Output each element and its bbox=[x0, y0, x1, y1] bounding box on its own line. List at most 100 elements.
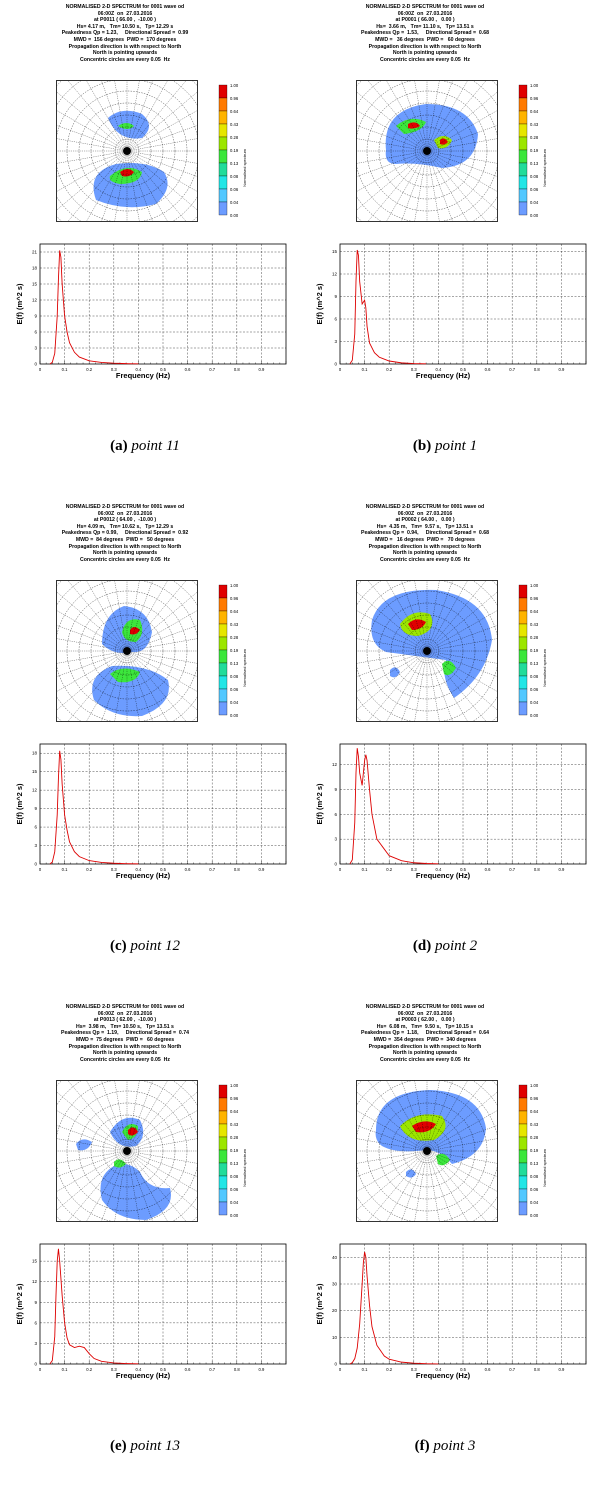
direction-spoke bbox=[56, 150, 128, 211]
colorbar-swatch bbox=[518, 649, 528, 664]
y-tick-label: 0 bbox=[34, 862, 37, 867]
x-tick-label: 0.3 bbox=[111, 1367, 117, 1372]
x-tick-label: 0.7 bbox=[209, 867, 215, 872]
x-tick-label: 0.5 bbox=[460, 1367, 466, 1372]
header-line: Hs= 3.66 m, Tm= 11.10 s, Tp= 13.51 s bbox=[376, 23, 474, 30]
polar-center bbox=[423, 647, 431, 655]
colorbar-level: 0.06 bbox=[530, 187, 539, 192]
colorbar-level: 0.13 bbox=[230, 661, 239, 666]
colorbar-swatch bbox=[518, 636, 528, 651]
x-tick-label: 0.6 bbox=[185, 1367, 191, 1372]
x-tick-label: 0.1 bbox=[62, 367, 68, 372]
colorbar-level: 1.00 bbox=[530, 584, 539, 588]
colorbar-level: 1.00 bbox=[230, 584, 239, 588]
direction-spoke bbox=[126, 1110, 198, 1152]
direction-spoke bbox=[426, 1125, 498, 1152]
header-line: NORMALISED 2-D SPECTRUM for 0001 wave od bbox=[365, 504, 485, 510]
direction-spoke bbox=[56, 1150, 128, 1164]
direction-spoke bbox=[126, 650, 168, 722]
direction-spoke bbox=[67, 1080, 128, 1152]
colorbar-level: 0.96 bbox=[230, 596, 239, 601]
direction-spoke bbox=[401, 150, 428, 222]
y-tick-label: 0 bbox=[334, 862, 337, 867]
x-tick-label: 0.8 bbox=[234, 1367, 240, 1372]
frequency-circle bbox=[102, 1126, 152, 1176]
direction-spoke bbox=[56, 1125, 128, 1152]
frequency-circle bbox=[378, 1102, 476, 1200]
polar-grid bbox=[356, 1080, 498, 1222]
direction-spoke bbox=[126, 80, 140, 152]
y-tick-label: 30 bbox=[332, 1282, 338, 1287]
colorbar-swatch bbox=[518, 610, 528, 625]
direction-spoke bbox=[426, 1080, 453, 1152]
direction-spoke bbox=[56, 150, 128, 177]
colorbar-swatch bbox=[218, 1201, 228, 1216]
direction-spoke bbox=[126, 650, 153, 722]
colorbar-swatch bbox=[218, 662, 228, 677]
y-tick-label: 3 bbox=[334, 837, 337, 842]
polar-spectrum bbox=[356, 580, 498, 722]
colorbar-level: 0.04 bbox=[530, 700, 539, 705]
colorbar-swatch bbox=[518, 136, 528, 151]
x-tick-label: 0.9 bbox=[258, 867, 264, 872]
direction-spoke bbox=[126, 1150, 153, 1222]
header-line: Hs= 6.08 m, Tm= 9.50 s, Tp= 10.15 s bbox=[376, 1023, 474, 1030]
colorbar-swatch bbox=[218, 123, 228, 138]
x-tick-label: 0 bbox=[39, 1367, 42, 1372]
y-tick-label: 12 bbox=[32, 298, 38, 303]
spectrum-contour bbox=[93, 163, 168, 208]
header-line: Propagation direction is with respect to… bbox=[68, 543, 182, 550]
y-tick-label: 15 bbox=[32, 1259, 38, 1264]
spectrum-contour bbox=[406, 1169, 416, 1178]
spectrum-contour bbox=[118, 123, 134, 129]
direction-spoke bbox=[367, 1150, 428, 1222]
direction-spoke bbox=[114, 1080, 128, 1152]
colorbar-swatch bbox=[218, 623, 228, 638]
panel-3: NORMALISED 2-D SPECTRUM for 0001 wave od… bbox=[0, 500, 290, 990]
y-tick-label: 40 bbox=[332, 1255, 338, 1260]
y-axis-label: E(f) (m^2 s) bbox=[315, 283, 324, 325]
colorbar-swatch bbox=[218, 1162, 228, 1177]
x-tick-label: 0.8 bbox=[234, 867, 240, 872]
header-line: at P0013 ( 62.00 , -10.00 ) bbox=[93, 1017, 157, 1024]
header-line: Hs= 4.35 m, Tm= 9.57 s, Tp= 13.51 s bbox=[376, 523, 474, 530]
direction-spoke bbox=[356, 1150, 428, 1192]
spectrum-line bbox=[349, 748, 439, 865]
direction-spoke bbox=[426, 650, 468, 722]
colorbar-level: 0.08 bbox=[230, 1174, 239, 1179]
direction-spoke bbox=[67, 580, 128, 652]
direction-spoke bbox=[126, 591, 198, 652]
header-line: Peakedness Qp = 1.53, Directional Spread… bbox=[360, 30, 490, 37]
header-line: 06:00Z on 27.03.2016 bbox=[97, 1010, 153, 1017]
colorbar-swatch bbox=[518, 675, 528, 690]
polar-grid bbox=[56, 580, 198, 722]
direction-spoke bbox=[401, 1150, 428, 1222]
header-line: North is pointing upwards bbox=[392, 550, 458, 557]
direction-spoke bbox=[126, 650, 198, 711]
direction-spoke bbox=[401, 580, 428, 652]
frequency-circle bbox=[378, 602, 476, 700]
direction-spoke bbox=[126, 580, 153, 652]
colorbar-level: 0.13 bbox=[530, 161, 539, 166]
spectrum-header: NORMALISED 2-D SPECTRUM for 0001 wave od… bbox=[300, 504, 550, 563]
direction-spoke bbox=[356, 650, 428, 664]
y-tick-label: 9 bbox=[334, 294, 337, 299]
colorbar-swatch bbox=[218, 188, 228, 203]
colorbar-swatch bbox=[218, 175, 228, 190]
colorbar-swatch bbox=[218, 1188, 228, 1203]
colorbar-level: 0.28 bbox=[530, 635, 539, 640]
direction-spoke bbox=[426, 650, 498, 677]
direction-spoke bbox=[356, 1138, 428, 1152]
colorbar-swatch bbox=[518, 1084, 528, 1099]
panel-caption: (e) point 13 bbox=[0, 1438, 290, 1455]
colorbar-level: 0.13 bbox=[230, 1161, 239, 1166]
y-tick-label: 9 bbox=[34, 1300, 37, 1305]
x-tick-label: 0.2 bbox=[386, 367, 392, 372]
panel-6: NORMALISED 2-D SPECTRUM for 0001 wave od… bbox=[300, 1000, 590, 1490]
direction-spoke bbox=[126, 650, 198, 677]
colorbar-swatch bbox=[218, 1084, 228, 1099]
direction-spoke bbox=[114, 80, 128, 152]
x-axis-label: Frequency (Hz) bbox=[416, 871, 471, 880]
direction-spoke bbox=[426, 1080, 487, 1152]
x-tick-label: 0.5 bbox=[160, 867, 166, 872]
